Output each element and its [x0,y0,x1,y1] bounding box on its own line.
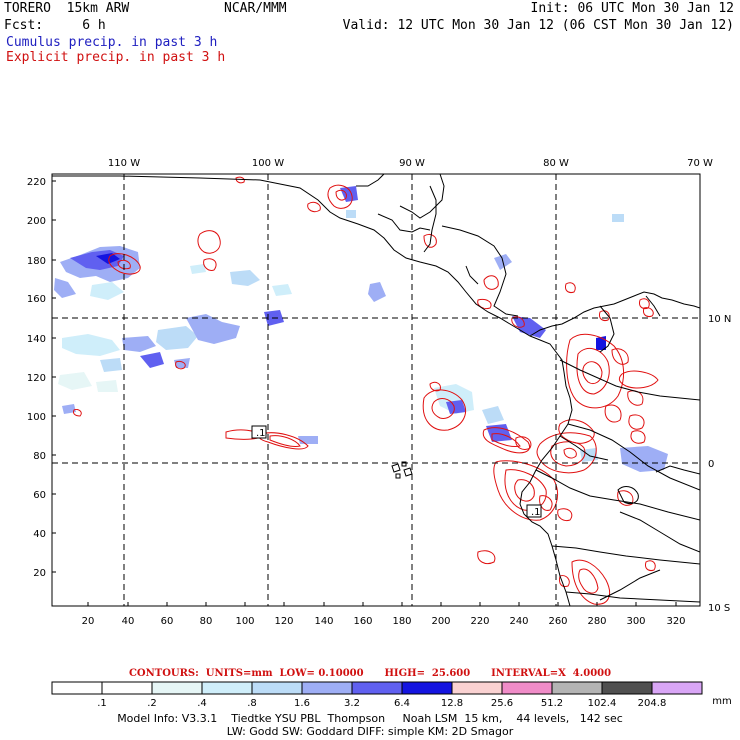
legend-color-box [151,681,203,695]
y-tick-label: 40 [33,529,46,540]
lon-label-110w: 110 W [108,158,140,169]
x-tick-label: 160 [353,616,372,627]
valid-time: Valid: 12 UTC Mon 30 Jan 12 (06 CST Mon … [342,18,734,33]
color-legend-boxes [51,681,703,695]
legend-color-box [51,681,103,695]
plot-frame [51,173,701,607]
init-time: Init: 06 UTC Mon 30 Jan 12 [530,1,735,16]
x-tick-label: 80 [200,616,213,627]
legend-color-box [551,681,603,695]
model-info-line2: LW: Godd SW: Goddard DIFF: simple KM: 2D… [226,725,514,738]
forecast-hour: Fcst: 6 h [4,18,106,33]
legend-color-box [451,681,503,695]
lat-lon-grid [52,174,700,606]
legend-tick-label: 3.2 [344,698,360,709]
cumulus-field-label: Cumulus precip. in past 3 h [6,35,218,50]
legend-tick-label: 1.6 [294,698,310,709]
coastlines [52,174,700,606]
lat-label-10s: 10 S [708,603,730,614]
y-tick-label: 160 [27,294,46,305]
galapagos-islands [391,461,413,479]
x-tick-label: 40 [122,616,135,627]
svg-text:.1: .1 [256,428,266,439]
legend-tick-label: 102.4 [588,698,617,709]
lon-label-90w: 90 W [399,158,425,169]
x-tick-label: 220 [470,616,489,627]
x-tick-label: 100 [235,616,254,627]
lat-label-10n: 10 N [708,314,731,325]
svg-text:.1: .1 [531,507,541,518]
model-info-line1: Model Info: V3.3.1 Tiedtke YSU PBL Thomp… [117,712,623,725]
color-legend: .1.2.4.8 1.6 3.2 6.4 12.8 25.6 51.2 102.4 204.8 … [51,681,732,709]
cumulus-precip-areas [54,186,668,472]
lon-label-100w: 100 W [252,158,284,169]
lon-label-70w: 70 W [687,158,713,169]
legend-tick-label: .1 [97,698,107,709]
legend-tick-label: .4 [197,698,207,709]
legend-color-box [501,681,553,695]
legend-tick-label: 6.4 [394,698,410,709]
x-tick-label: 140 [314,616,333,627]
legend-color-box [251,681,303,695]
explicit-precip-contours [73,176,659,605]
organization: NCAR/MMM [224,1,287,16]
y-tick-label: 200 [27,216,46,227]
legend-color-box [301,681,353,695]
y-tick-label: 120 [27,373,46,384]
x-tick-label: 260 [548,616,567,627]
legend-tick-label: 204.8 [638,698,667,709]
x-tick-label: 60 [161,616,174,627]
explicit-field-label: Explicit precip. in past 3 h [6,50,226,65]
legend-tick-label: .2 [147,698,157,709]
x-tick-label: 240 [509,616,528,627]
y-tick-label: 60 [33,490,46,501]
contour-label-1: .1 [251,425,267,439]
legend-color-box [101,681,153,695]
x-tick-label: 180 [392,616,411,627]
x-tick-label: 120 [274,616,293,627]
x-tick-label: 320 [666,616,685,627]
model-name: TORERO 15km ARW [4,1,130,16]
lon-label-80w: 80 W [543,158,569,169]
y-tick-label: 220 [27,177,46,188]
y-tick-label: 140 [27,334,46,345]
legend-tick-label: 12.8 [441,698,463,709]
legend-tick-label: 25.6 [491,698,513,709]
lat-label-0: 0 [708,459,714,470]
y-tick-label: 180 [27,256,46,267]
legend-color-box [351,681,403,695]
legend-tick-label: 51.2 [541,698,563,709]
x-tick-label: 200 [431,616,450,627]
x-tick-label: 20 [82,616,95,627]
contour-label-2: .1 [526,504,542,518]
y-tick-label: 80 [33,451,46,462]
x-tick-label: 280 [587,616,606,627]
legend-color-box [201,681,253,695]
x-axis-ticks: 20 40 60 80 100 120 140 160 180 200 220 … [82,616,686,627]
legend-color-box [651,681,703,695]
y-axis-ticks: 220 200 180 160 140 120 100 80 60 40 20 [27,177,46,579]
y-tick-label: 100 [27,412,46,423]
x-tick-label: 300 [626,616,645,627]
legend-color-box [401,681,453,695]
color-legend-unit: mm [712,696,731,707]
y-tick-label: 20 [33,568,46,579]
legend-tick-label: .8 [247,698,257,709]
color-legend-labels: .1 .2 .4 .8 1.6 3.2 6.4 12.8 25.6 51.2 102.4 204.8 [97,698,666,709]
contours-info: CONTOURS: UNITS=mm LOW= 0.10000 HIGH= 25… [128,668,612,679]
legend-color-box [601,681,653,695]
precip-map: 110 W 100 W 90 W 80 W 70 W 10 N 0 10 S [27,158,731,627]
